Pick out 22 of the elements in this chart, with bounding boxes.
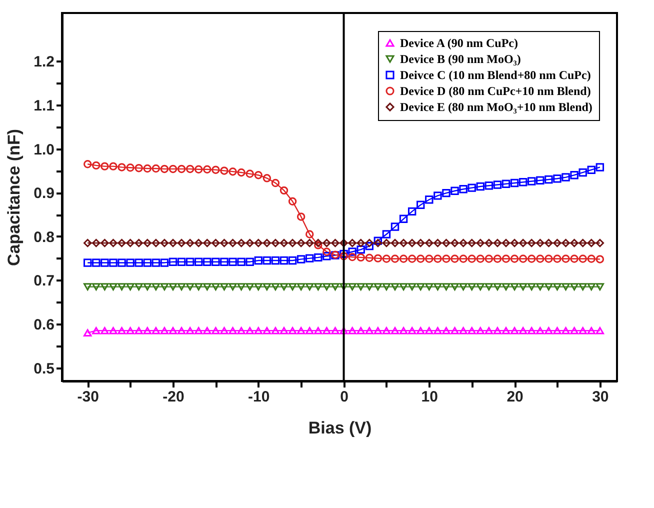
y-tick-label: 0.5 [34, 360, 54, 378]
x-tick-label: -30 [77, 388, 99, 406]
x-axis-title: Bias (V) [308, 418, 372, 438]
y-tick-label: 1.2 [34, 54, 54, 71]
y-tick-label: 0.8 [34, 228, 54, 246]
x-tick-label: 20 [506, 388, 524, 406]
legend-label: Device E (80 nm MoO₃+10 nm Blend) [400, 100, 592, 114]
y-tick-label: 0.9 [34, 185, 54, 202]
x-tick-label: 30 [592, 388, 609, 406]
y-tick-label: 0.7 [34, 272, 54, 290]
x-tick-label: -10 [248, 388, 270, 406]
x-tick-label: 0 [340, 388, 348, 406]
legend-label: Device D (80 nm CuPc+10 nm Blend) [400, 84, 591, 98]
x-tick-label: 10 [421, 388, 438, 406]
legend-label: Deivce C (10 nm Blend+80 nm CuPc) [400, 68, 591, 82]
legend-label: Device B (90 nm MoO₃) [400, 52, 521, 66]
legend-label: Device A (90 nm CuPc) [400, 36, 518, 50]
y-tick-label: 0.6 [34, 316, 54, 334]
y-tick-label: 1.1 [34, 98, 54, 114]
x-tick-label: -20 [162, 388, 184, 406]
y-tick-label: 1.0 [34, 141, 54, 158]
y-axis-title: Capacitance (nF) [4, 129, 24, 266]
